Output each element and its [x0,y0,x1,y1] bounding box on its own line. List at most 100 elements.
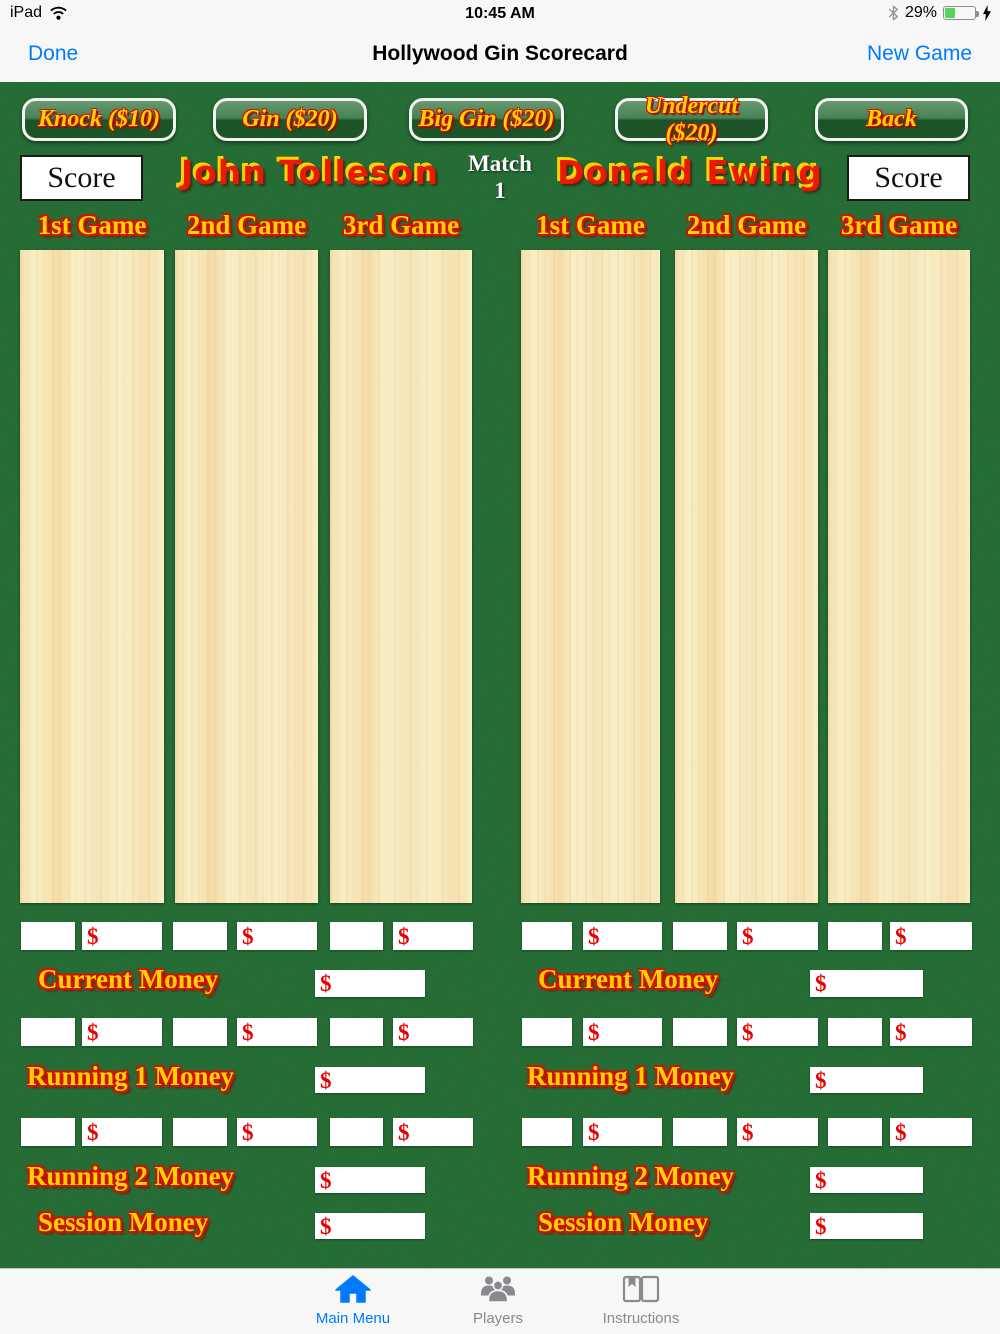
p1-run1-game3-points-box [330,1018,383,1046]
gin-button[interactable]: Gin ($20) [213,98,367,141]
p1-game1-points-input[interactable] [21,922,75,950]
p1-game2-money-box: $ [237,922,317,950]
p1-run2-game3-money-box: $ [393,1118,473,1146]
dollar-sign: $ [895,1019,907,1045]
p2-running1-money-box: $ [810,1067,923,1093]
player2-name: Donald Ewing [557,153,823,192]
p1-game2-points-input[interactable] [173,922,227,950]
p2-run2-game2-points-input[interactable] [673,1118,727,1146]
score-button-player2[interactable]: Score [847,155,970,201]
p2-run1-game2-points-input[interactable] [673,1018,727,1046]
undercut-button[interactable]: Undercut ($20) [615,93,768,146]
p1-running1-money-input[interactable] [331,1067,425,1093]
match-number: 1 [494,178,506,203]
dollar-sign: $ [815,971,827,996]
p2-current-money-box: $ [810,970,923,997]
match-label: Match [468,151,532,176]
p2-run2-game3-points-input[interactable] [828,1118,882,1146]
p2-game2-header: 2nd Game [686,210,807,240]
big-gin-button[interactable]: Big Gin ($20) [409,98,564,141]
dollar-sign: $ [320,1067,332,1093]
p2-run1-game2-money-input[interactable] [753,1018,818,1046]
p2-run2-game1-points-input[interactable] [522,1118,572,1146]
p1-game3-points-input[interactable] [330,922,383,950]
p2-run1-game3-money-box: $ [890,1018,972,1046]
dollar-sign: $ [242,1019,254,1045]
p1-run1-game3-points-input[interactable] [330,1018,383,1046]
p2-run1-game1-points-input[interactable] [522,1018,572,1046]
tab-main-menu-label: Main Menu [315,1310,391,1327]
tab-instructions-label: Instructions [602,1310,680,1327]
dollar-sign: $ [815,1067,827,1093]
p2-game1-points-input[interactable] [522,922,572,950]
p2-running1-money-input[interactable] [826,1067,923,1093]
p1-run2-game2-points-input[interactable] [173,1118,227,1146]
p1-game3-money-input[interactable] [409,922,473,950]
p1-run2-game3-points-box [330,1118,383,1146]
p2-run1-game1-points-box [522,1018,572,1046]
device-label: iPad [10,4,43,21]
dollar-sign: $ [242,1119,254,1145]
p1-run1-game2-points-input[interactable] [173,1018,227,1046]
p2-game1-money-input[interactable] [599,922,662,950]
p1-running2-money-input[interactable] [331,1167,425,1193]
p1-run1-game1-money-input[interactable] [98,1018,162,1046]
p2-game2-money-input[interactable] [753,922,818,950]
p2-run2-game3-money-input[interactable] [906,1118,972,1146]
battery-icon [943,6,979,20]
back-button[interactable]: Back [815,98,968,141]
tab-players[interactable]: Players [433,1273,563,1327]
p2-run1-game3-money-input[interactable] [906,1018,972,1046]
p1-game3-money-box: $ [393,922,473,950]
dollar-sign: $ [588,1019,600,1045]
p2-current-money-input[interactable] [826,970,923,997]
knock-button[interactable]: Knock ($10) [22,98,176,141]
p2-game2-score-column [675,250,818,903]
p1-game3-score-column [330,250,472,903]
p2-session-money-input[interactable] [826,1213,923,1239]
p2-run2-game3-points-box [828,1118,882,1146]
tab-instructions[interactable]: Instructions [576,1273,706,1327]
p1-game1-points-box [21,922,75,950]
p2-run1-game1-money-input[interactable] [599,1018,662,1046]
p2-run2-game2-points-box [673,1118,727,1146]
tab-bar: Main Menu Players Instructions [0,1268,1000,1334]
tab-main-menu[interactable]: Main Menu [288,1273,418,1327]
p2-game3-money-input[interactable] [906,922,972,950]
dollar-sign: $ [398,1019,410,1045]
new-game-button[interactable]: New Game [866,42,972,65]
dollar-sign: $ [398,1119,410,1145]
p1-game2-money-input[interactable] [253,922,317,950]
p1-game2-score-column [175,250,318,903]
charging-bolt-icon [983,5,991,21]
p1-game1-money-input[interactable] [98,922,162,950]
score-button-player1[interactable]: Score [20,155,143,201]
p2-running2-money-input[interactable] [826,1167,923,1193]
p1-run2-game3-money-input[interactable] [409,1118,473,1146]
p2-run2-game1-money-input[interactable] [599,1118,662,1146]
p2-run2-game1-points-box [522,1118,572,1146]
tab-players-label: Players [472,1310,524,1327]
p2-run2-game1-money-box: $ [583,1118,662,1146]
p2-game3-points-input[interactable] [828,922,882,950]
p1-run2-game1-points-input[interactable] [21,1118,75,1146]
p1-run1-game3-money-input[interactable] [409,1018,473,1046]
p2-run1-game3-points-input[interactable] [828,1018,882,1046]
p1-session-money-label: Session Money [38,1207,209,1237]
p2-game2-points-input[interactable] [673,922,727,950]
p1-run2-game1-money-input[interactable] [98,1118,162,1146]
p1-run2-game3-points-input[interactable] [330,1118,383,1146]
p1-session-money-input[interactable] [331,1213,425,1239]
dollar-sign: $ [742,1019,754,1045]
p1-run2-game2-money-input[interactable] [253,1118,317,1146]
p1-run1-game2-money-input[interactable] [253,1018,317,1046]
p1-running2-money-box: $ [315,1167,425,1193]
dollar-sign: $ [320,1213,332,1239]
p2-running2-money-label: Running 2 Money [527,1161,735,1191]
p1-run1-game1-points-input[interactable] [21,1018,75,1046]
done-button[interactable]: Done [28,42,79,65]
p1-current-money-input[interactable] [331,970,425,997]
p2-run2-game2-money-input[interactable] [753,1118,818,1146]
p2-run2-game2-money-box: $ [737,1118,818,1146]
